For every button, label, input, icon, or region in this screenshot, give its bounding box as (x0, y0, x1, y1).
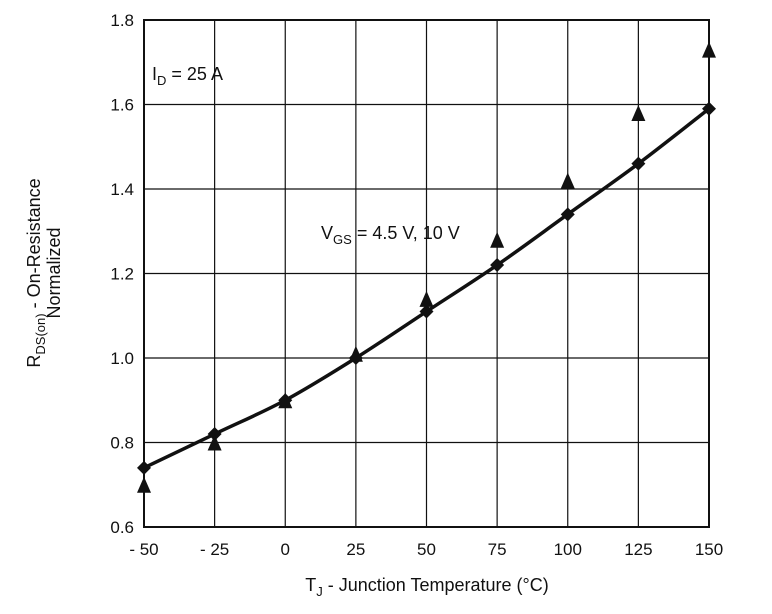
y-tick-labels: 0.6 0.8 1.0 1.2 1.4 1.6 1.8 (110, 11, 134, 537)
diamond-marker (207, 427, 222, 442)
y-tick-label: 1.8 (110, 11, 134, 30)
diamond-marker (419, 304, 434, 319)
vgs-annotation: VGS = 4.5 V, 10 V (321, 223, 460, 247)
x-axis-label: TJ - Junction Temperature (°C) (305, 575, 548, 599)
grid-lines (143, 19, 710, 528)
x-tick-label: - 25 (200, 540, 229, 559)
x-tick-label: 0 (281, 540, 290, 559)
diamond-marker (631, 156, 646, 171)
triangle-marker (278, 392, 293, 409)
plot-frame (143, 19, 710, 528)
diamond-marker (560, 207, 575, 222)
x-tick-label: 25 (346, 540, 365, 559)
x-tick-label: 50 (417, 540, 436, 559)
triangle-marker (490, 231, 505, 248)
y-tick-label: 1.6 (110, 96, 134, 115)
y-tick-label: 0.8 (110, 434, 134, 453)
x-tick-label: 125 (624, 540, 652, 559)
svg-text:RDS(on) - On-Resistance: RDS(on) - On-Resistance (24, 178, 48, 367)
y-tick-label: 0.6 (110, 518, 134, 537)
x-tick-label: - 50 (129, 540, 158, 559)
diamond-marker (490, 258, 505, 273)
id-annotation: ID = 25 A (152, 64, 223, 88)
y-tick-label: 1.0 (110, 349, 134, 368)
x-tick-label: 75 (488, 540, 507, 559)
triangle-marker (631, 104, 646, 121)
y-axis-label: RDS(on) - On-Resistance Normalized (24, 178, 64, 367)
x-tick-labels: - 50 - 25 0 25 50 75 100 125 150 (129, 540, 723, 559)
triangle-marker (419, 290, 434, 307)
triangle-marker (348, 345, 363, 362)
triangle-marker (207, 434, 222, 451)
y-tick-label: 1.2 (110, 265, 134, 284)
x-tick-label: 100 (554, 540, 582, 559)
triangle-marker (560, 172, 575, 189)
y-tick-label: 1.4 (110, 180, 134, 199)
x-tick-label: 150 (695, 540, 723, 559)
y-axis-label-line2: Normalized (44, 227, 64, 318)
